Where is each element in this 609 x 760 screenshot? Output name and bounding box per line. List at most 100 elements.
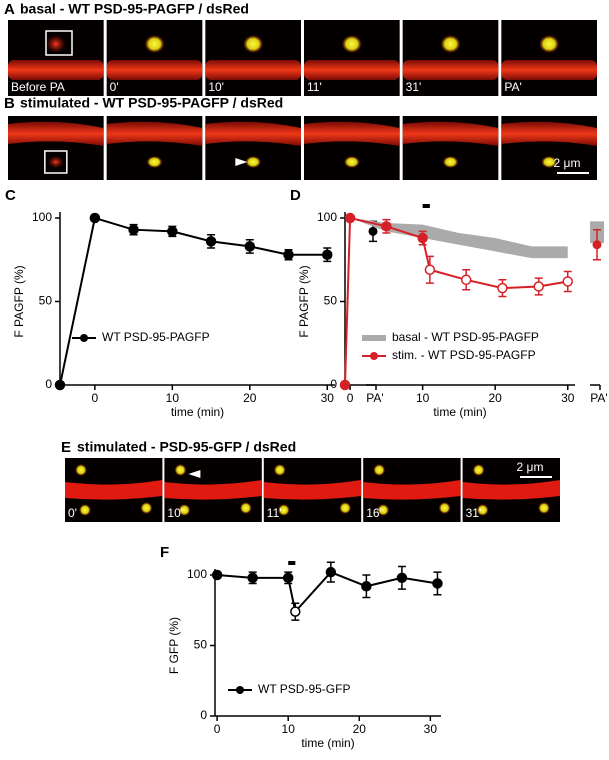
data-point	[424, 264, 436, 276]
data-point	[339, 379, 351, 391]
dendrite	[65, 480, 163, 500]
dendrite	[363, 480, 461, 500]
pa-axis	[590, 384, 601, 390]
stim-bar	[288, 561, 296, 565]
x-tick-label: 0	[347, 391, 354, 405]
dendrite	[8, 60, 104, 80]
spine	[538, 502, 550, 514]
data-point	[247, 572, 258, 584]
x-tick-label: 20	[489, 391, 503, 405]
frame-label: Before PA	[11, 80, 65, 94]
data-point	[562, 276, 573, 287]
data-point	[167, 226, 178, 237]
data-point	[128, 224, 139, 235]
frame-label: 11'	[307, 80, 322, 94]
frame-label: 0'	[110, 80, 119, 94]
chart-letter: C	[5, 187, 16, 204]
spine	[539, 35, 560, 53]
image-frame	[8, 20, 104, 96]
series-line	[217, 570, 438, 614]
frame-label: 10'	[208, 80, 224, 94]
x-tick-label: 10	[282, 722, 296, 736]
legend-label: basal - WT PSD-95-PAGFP	[392, 330, 539, 344]
panel-title: basal - WT PSD-95-PAGFP / dsRed	[20, 1, 249, 17]
pa-point	[592, 240, 602, 250]
frame-label: PA'	[504, 80, 521, 94]
frame-label: 11'	[267, 506, 282, 520]
x-tick-label: 30	[424, 722, 438, 736]
dendrite	[304, 121, 400, 146]
chart-letter: D	[290, 187, 301, 204]
spine	[339, 502, 352, 514]
pa-label: PA'	[590, 391, 607, 405]
data-point	[361, 581, 372, 592]
x-axis-label: time (min)	[433, 405, 486, 419]
frame-label: 16'	[366, 506, 382, 520]
spine	[341, 35, 362, 53]
data-point	[282, 572, 294, 584]
dendrite	[402, 121, 499, 146]
spine	[438, 502, 451, 514]
image-frame	[106, 20, 203, 96]
pa-point	[368, 226, 378, 236]
series-line	[59, 216, 328, 386]
y-tick-label: 100	[187, 567, 207, 581]
y-tick-label: 0	[330, 377, 337, 391]
x-axis-label: time (min)	[171, 405, 224, 419]
data-point	[533, 281, 544, 292]
spine	[440, 35, 461, 53]
spine	[442, 156, 459, 168]
spine	[377, 504, 390, 516]
data-point	[283, 249, 294, 260]
spine	[174, 464, 187, 476]
spine	[47, 156, 64, 168]
image-frame	[501, 20, 597, 96]
data-point	[417, 232, 428, 244]
panel-letter: E	[61, 439, 71, 456]
dendrite	[501, 121, 597, 146]
frame-label: 31'	[406, 80, 422, 94]
arrowhead	[235, 158, 248, 166]
x-tick-label: 10	[416, 391, 430, 405]
spine	[273, 464, 286, 476]
frame-label: 31'	[466, 506, 482, 520]
data-point	[89, 212, 101, 224]
panel-title: stimulated - PSD-95-GFP / dsRed	[77, 439, 296, 455]
spine	[277, 504, 290, 516]
chart-letter: F	[160, 544, 169, 561]
y-tick-label: 100	[317, 210, 337, 224]
x-tick-label: 0	[92, 391, 99, 405]
data-point	[211, 569, 223, 581]
image-frame	[402, 20, 499, 96]
data-point	[432, 578, 443, 589]
x-tick-label: 30	[321, 391, 335, 405]
dendrite	[501, 60, 597, 80]
spine	[144, 35, 165, 53]
panel-letter: A	[4, 1, 15, 18]
data-point	[54, 379, 66, 391]
dendrite	[106, 60, 203, 80]
frame-label: 0'	[68, 506, 77, 520]
data-point	[244, 241, 256, 252]
legend-label: WT PSD-95-PAGFP	[102, 330, 210, 344]
data-point	[344, 212, 356, 224]
dendrite	[164, 480, 262, 500]
y-axis-label: F PAGFP (%)	[12, 265, 26, 337]
panel-title: stimulated - WT PSD-95-PAGFP / dsRed	[20, 95, 283, 111]
dendrite	[304, 60, 400, 80]
spine	[343, 156, 360, 168]
dendrite	[263, 480, 362, 500]
x-tick-label: 20	[353, 722, 367, 736]
dendrite	[205, 60, 301, 80]
x-tick-label: 20	[243, 391, 257, 405]
scale-label: 2 μm	[554, 156, 581, 170]
dendrite	[8, 121, 104, 146]
dendrite	[462, 480, 560, 500]
spine	[541, 156, 558, 168]
dendrite	[205, 121, 301, 146]
y-tick-label: 50	[194, 638, 208, 652]
spine	[140, 502, 153, 514]
x-tick-label: 30	[561, 391, 575, 405]
spine	[146, 156, 163, 168]
data-point	[322, 249, 333, 260]
